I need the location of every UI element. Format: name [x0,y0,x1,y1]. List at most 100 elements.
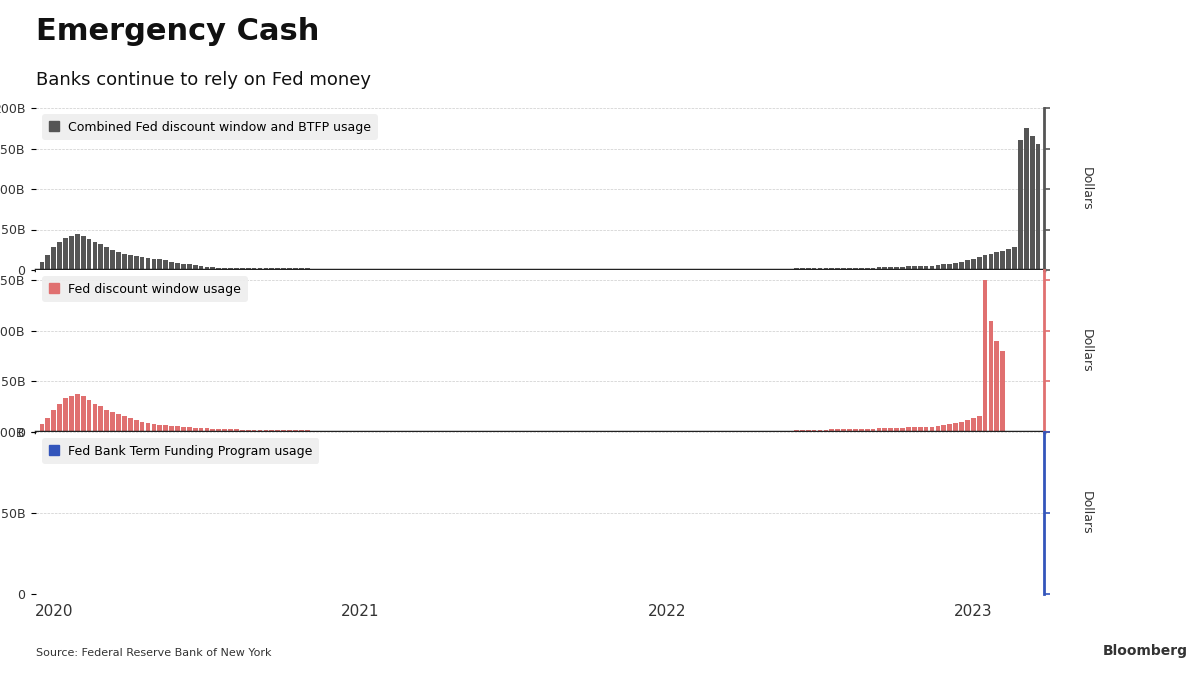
Bar [653,431,658,432]
Bar [252,430,257,432]
Bar [70,236,73,270]
Bar [86,239,91,270]
Bar [835,429,840,432]
Bar [971,259,976,270]
Bar [906,427,911,432]
Bar [806,430,810,432]
Bar [570,431,575,432]
Bar [446,431,451,432]
Bar [98,244,103,270]
Bar [823,269,828,270]
Bar [712,269,716,270]
Bar [641,269,646,270]
Bar [410,431,415,432]
Bar [1024,128,1028,270]
Bar [258,430,263,432]
Bar [853,429,858,432]
Legend: Fed discount window usage: Fed discount window usage [42,276,247,302]
Legend: Fed Bank Term Funding Program usage: Fed Bank Term Funding Program usage [42,438,319,464]
Bar [770,431,775,432]
Bar [782,269,787,270]
Bar [340,269,344,270]
Bar [299,269,304,270]
Bar [647,269,652,270]
Bar [782,431,787,432]
Bar [400,431,404,432]
Bar [86,400,91,432]
Bar [240,430,245,432]
Bar [736,431,740,432]
Bar [623,431,628,432]
Bar [175,263,180,270]
Bar [193,428,198,432]
Bar [493,269,498,270]
Bar [281,269,286,270]
Bar [40,424,44,432]
Bar [475,431,480,432]
Bar [706,269,710,270]
Bar [157,425,162,432]
Bar [128,255,133,270]
Bar [305,269,310,270]
Bar [742,431,745,432]
Bar [128,418,133,432]
Bar [270,430,274,432]
Bar [92,404,97,432]
Bar [428,269,433,270]
Bar [470,269,474,270]
Bar [116,252,121,270]
Bar [340,431,344,432]
Bar [947,424,952,432]
Bar [853,267,858,270]
Bar [552,269,557,270]
Bar [942,425,946,432]
Bar [712,431,716,432]
Bar [546,431,551,432]
Bar [659,269,664,270]
Bar [122,254,127,270]
Bar [52,410,56,432]
Bar [617,269,622,270]
Bar [847,267,852,270]
Bar [706,431,710,432]
Bar [335,269,338,270]
Bar [199,266,204,270]
Bar [794,269,799,270]
Bar [529,269,534,270]
Bar [906,266,911,270]
Bar [641,431,646,432]
Bar [989,254,994,270]
Bar [959,422,964,432]
Bar [900,267,905,270]
Bar [98,406,103,432]
Bar [635,431,640,432]
Bar [452,269,457,270]
Bar [139,422,144,432]
Bar [694,269,698,270]
Bar [576,269,581,270]
Bar [434,269,439,270]
Bar [222,267,227,270]
Bar [1007,249,1010,270]
Bar [458,269,463,270]
Bar [46,255,50,270]
Bar [80,396,85,432]
Bar [204,428,209,432]
Bar [388,269,392,270]
Bar [606,431,610,432]
Bar [440,431,445,432]
Bar [323,269,328,270]
Bar [865,429,870,432]
Bar [110,250,115,270]
Bar [871,429,876,432]
Bar [406,431,409,432]
Bar [676,431,680,432]
Bar [352,431,356,432]
Bar [311,269,316,270]
Bar [376,431,380,432]
Bar [817,269,822,270]
Bar [210,429,215,432]
Bar [145,423,150,432]
Bar [187,427,192,432]
Bar [382,269,386,270]
